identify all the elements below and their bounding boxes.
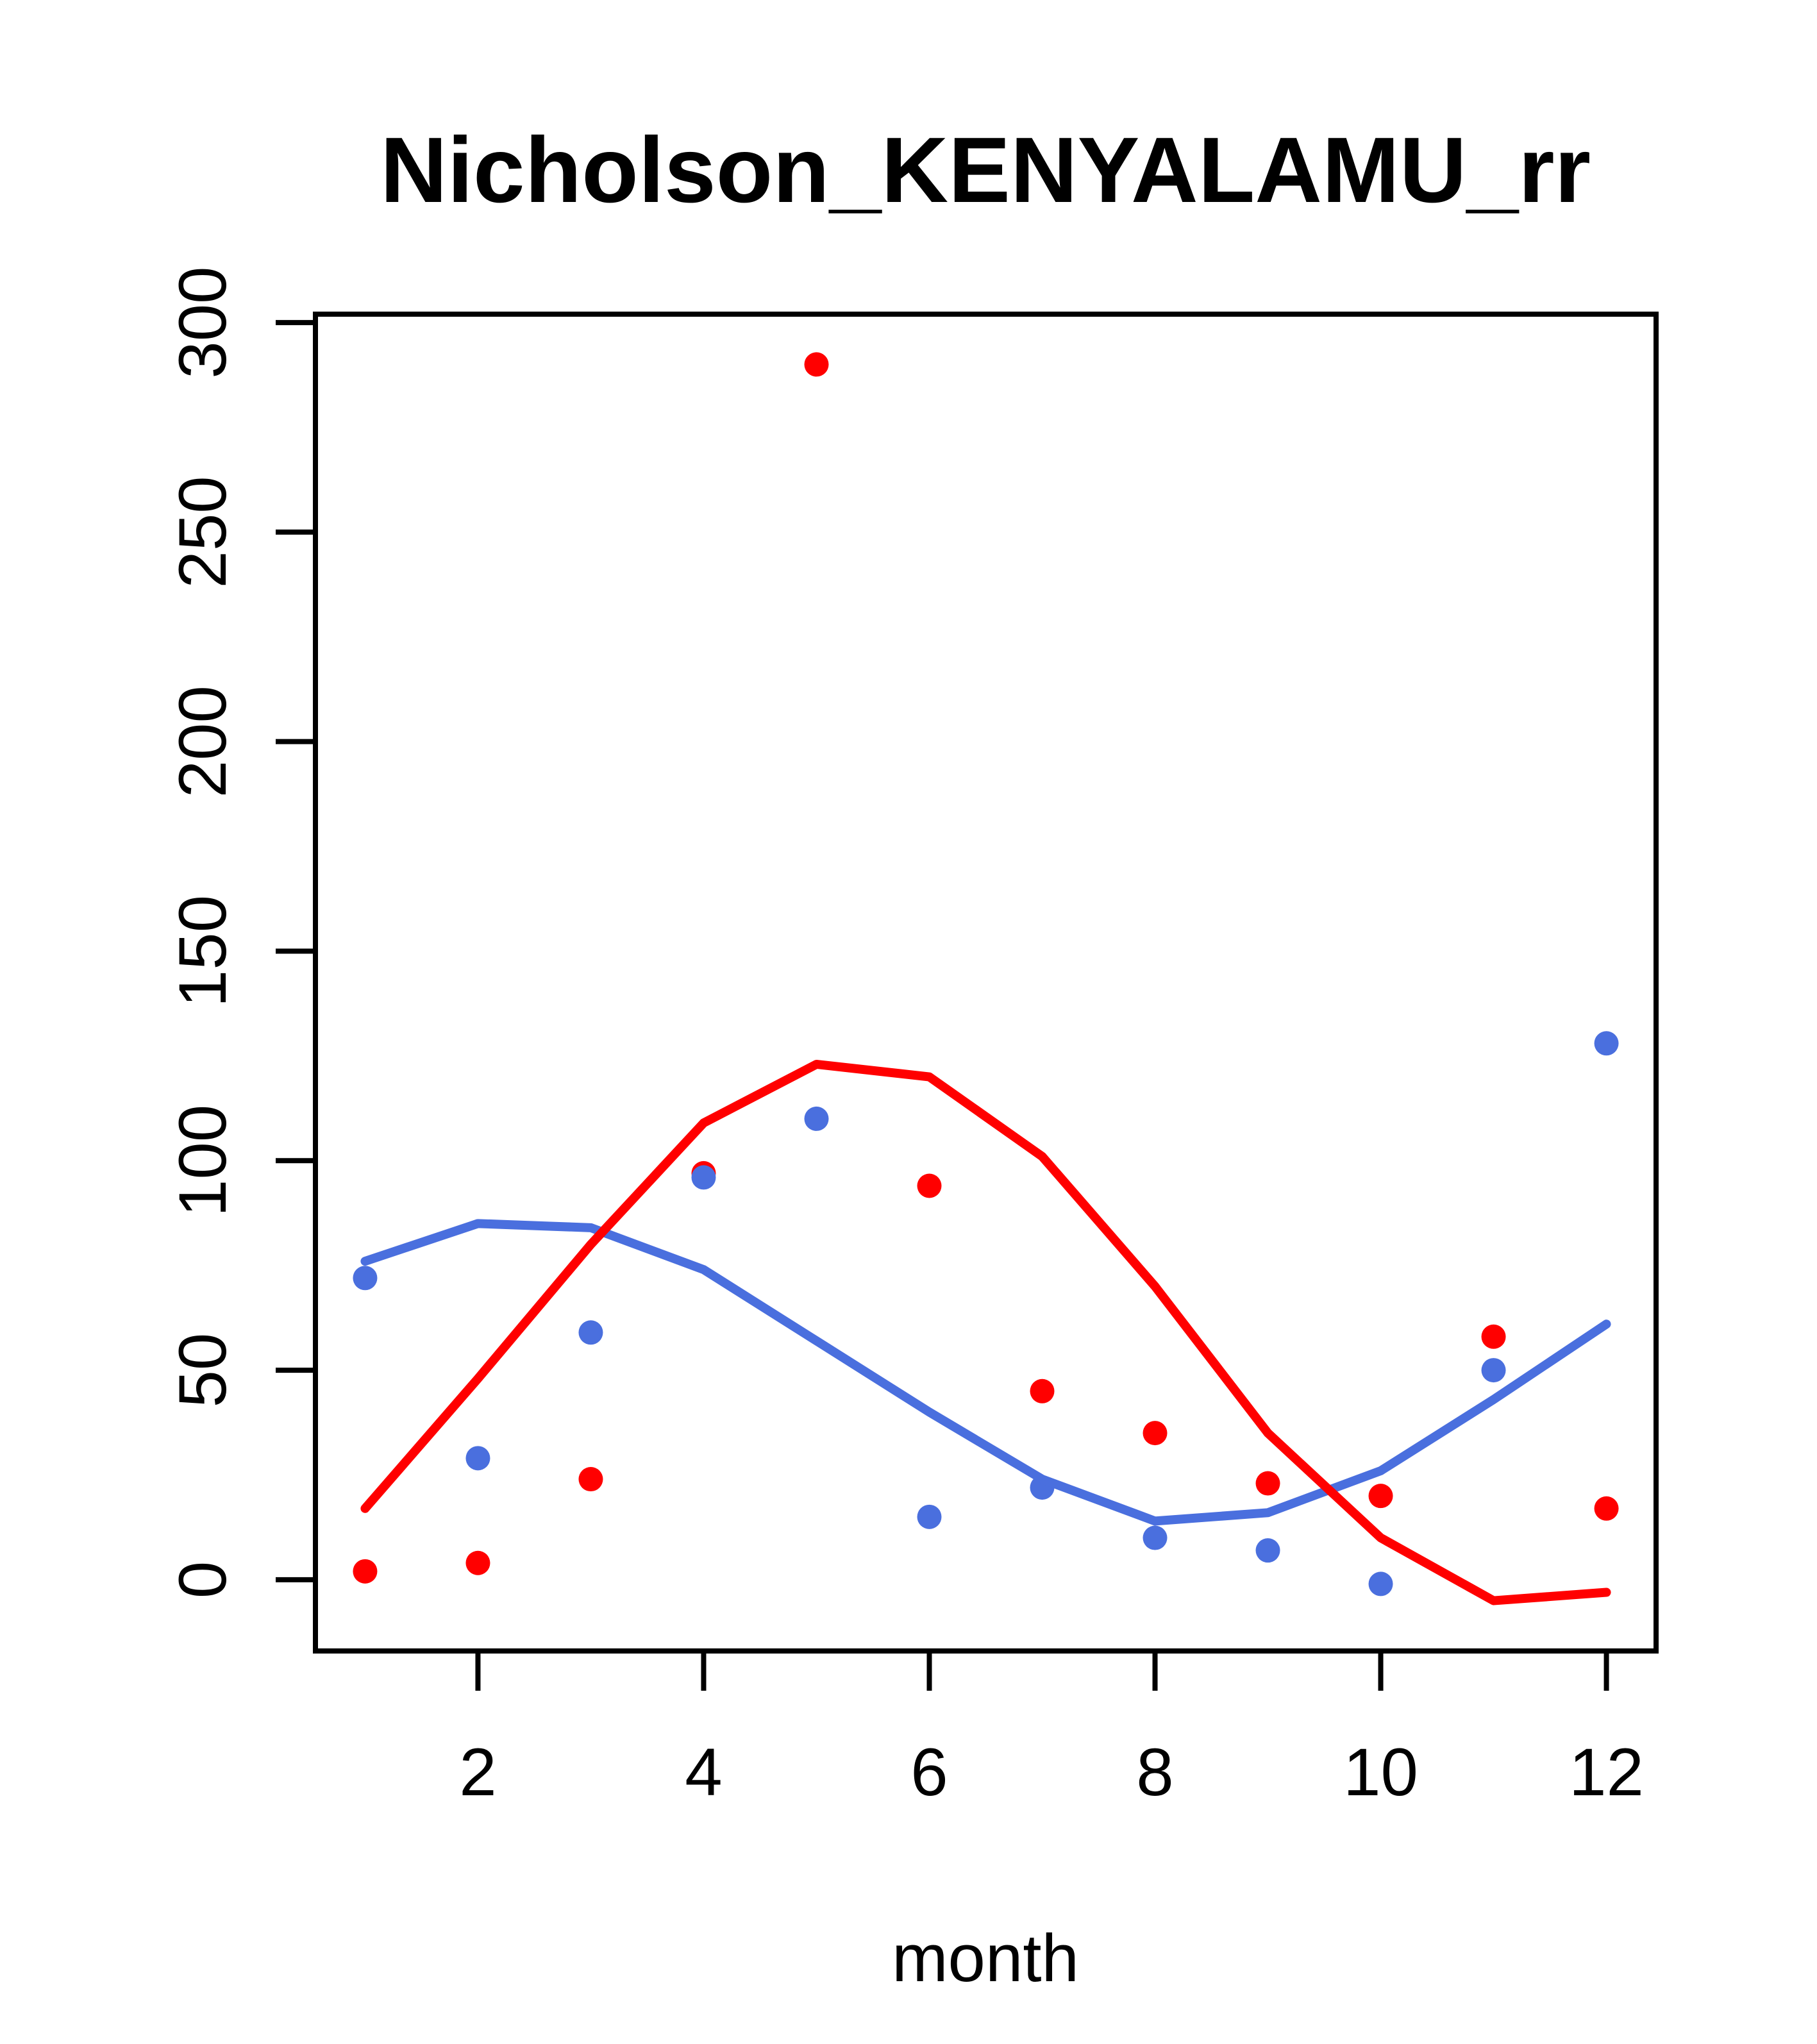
x-tick-label: 6 [910, 1735, 948, 1810]
blue-points-point [1594, 1031, 1619, 1056]
blue-smooth-line [360, 1219, 1611, 1526]
plot-border [313, 312, 1659, 1654]
x-tick-label: 8 [1136, 1735, 1173, 1810]
red-points-point [353, 1559, 378, 1584]
red-points-point [1255, 1471, 1280, 1496]
blue-points-point [578, 1320, 603, 1345]
blue-points-point [1255, 1538, 1280, 1563]
y-tick-label: 100 [165, 1105, 240, 1217]
blue-points-point [1481, 1358, 1506, 1383]
y-axis: 0 50 100 150 200 250 300 [165, 266, 315, 1598]
red-smooth-line [360, 1059, 1611, 1605]
red-points-point [1143, 1421, 1168, 1446]
x-tick-label: 4 [685, 1735, 722, 1810]
blue-points-point [691, 1165, 716, 1190]
x-tick-label: 2 [459, 1735, 496, 1810]
red-points-point [465, 1550, 490, 1575]
red-points-point [1481, 1324, 1506, 1349]
blue-points-point [1368, 1571, 1393, 1596]
x-axis: 2 4 6 8 10 12 [459, 1651, 1644, 1810]
blue-points-point [917, 1504, 942, 1529]
red-points-point [917, 1173, 942, 1198]
x-axis-title: month [892, 1921, 1079, 1996]
blue-points-point [1143, 1525, 1168, 1550]
red-points-point [1594, 1496, 1619, 1521]
x-tick-label: 10 [1343, 1735, 1418, 1810]
blue-points-point [353, 1266, 378, 1291]
y-tick-label: 0 [165, 1561, 240, 1598]
y-tick-label: 150 [165, 895, 240, 1007]
y-tick-label: 250 [165, 476, 240, 588]
y-tick-label: 300 [165, 266, 240, 378]
blue-points-point [465, 1446, 490, 1471]
y-tick-label: 50 [165, 1333, 240, 1408]
y-tick-label: 200 [165, 685, 240, 798]
red-points-point [578, 1467, 603, 1492]
red-points-point [804, 352, 829, 377]
blue-points-point [804, 1106, 829, 1131]
red-points-point [1030, 1378, 1055, 1403]
x-tick-label: 12 [1569, 1735, 1644, 1810]
red-points-point [1368, 1484, 1393, 1509]
data-series [353, 352, 1619, 1605]
chart-title: Nicholson_KENYALAMU_rr [380, 118, 1591, 222]
